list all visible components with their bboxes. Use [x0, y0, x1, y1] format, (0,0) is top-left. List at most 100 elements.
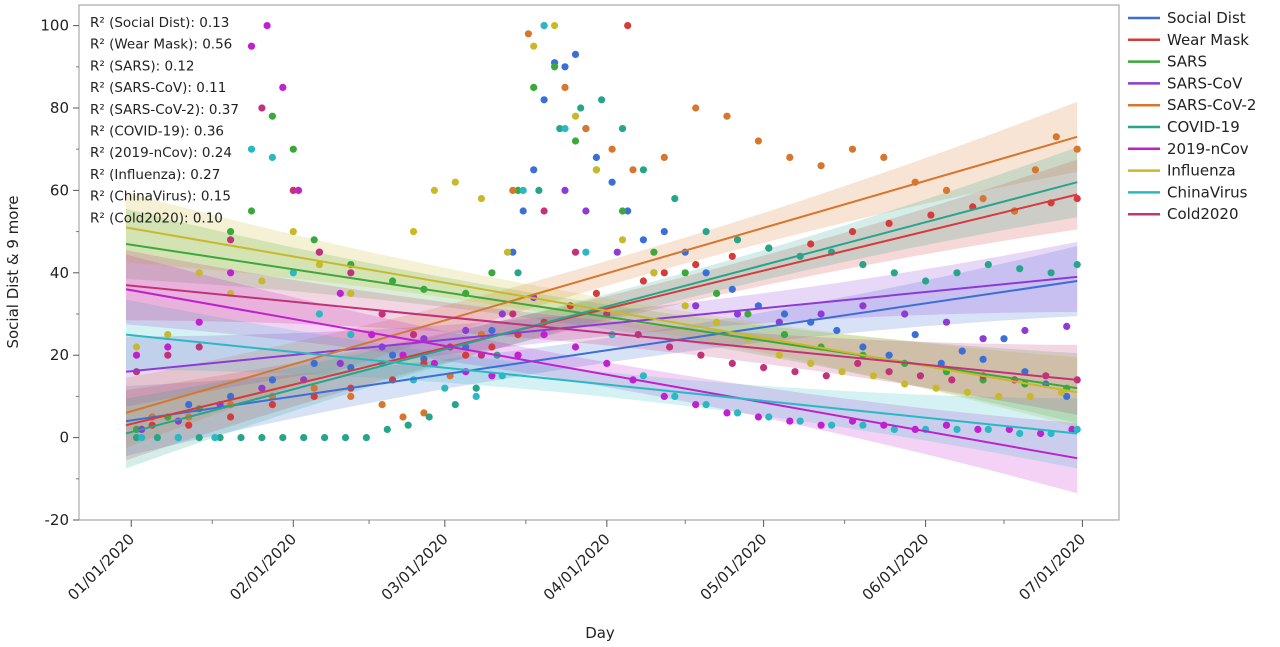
data-point	[1073, 261, 1081, 269]
data-point	[362, 434, 370, 442]
data-point	[723, 409, 731, 417]
data-point	[885, 219, 893, 227]
y-axis-title: Social Dist & 9 more	[4, 195, 22, 348]
data-point	[733, 236, 742, 244]
data-point	[901, 310, 909, 318]
legend-label: Cold2020	[1167, 205, 1239, 223]
r2-label: R² (SARS-CoV): 0.11	[90, 80, 226, 96]
legend-label: 2019-nCov	[1167, 140, 1249, 158]
data-point	[639, 236, 648, 244]
data-point	[692, 401, 700, 409]
data-point	[948, 376, 956, 384]
data-point	[1063, 322, 1071, 330]
data-point	[582, 125, 590, 133]
data-point	[765, 413, 773, 421]
r2-label: R² (Cold2020): 0.10	[90, 210, 223, 226]
data-point	[132, 343, 141, 351]
data-point	[603, 359, 611, 367]
data-point	[713, 318, 721, 326]
data-point	[681, 302, 689, 310]
y-tick-label: 20	[50, 346, 69, 364]
data-point	[227, 269, 235, 277]
data-point	[509, 248, 517, 256]
r2-label: R² (COVID-19): 0.36	[90, 124, 224, 140]
legend-label: SARS	[1167, 53, 1207, 71]
data-point	[859, 343, 867, 351]
data-point	[227, 413, 235, 421]
data-point	[577, 104, 585, 112]
legend-label: COVID-19	[1167, 118, 1240, 136]
data-point	[279, 434, 287, 442]
data-point	[310, 236, 318, 244]
data-point	[911, 331, 919, 339]
data-point	[540, 207, 548, 215]
data-point	[472, 392, 480, 400]
data-point	[174, 434, 182, 442]
data-point	[817, 421, 825, 429]
data-point	[660, 392, 668, 400]
data-point	[268, 153, 276, 161]
data-point	[885, 368, 893, 376]
data-point	[247, 145, 256, 153]
data-point	[890, 425, 898, 433]
x-axis-title: Day	[585, 624, 615, 642]
data-point	[389, 277, 397, 285]
data-point	[519, 186, 527, 194]
data-point	[132, 434, 141, 442]
data-point	[540, 331, 548, 339]
data-point	[1016, 429, 1024, 438]
data-point	[509, 310, 517, 318]
data-point	[713, 289, 721, 297]
data-point	[132, 351, 141, 359]
data-point	[1063, 392, 1071, 400]
data-point	[477, 195, 485, 203]
data-point	[754, 413, 763, 421]
data-point	[660, 228, 668, 236]
r2-label: R² (ChinaVirus): 0.15	[90, 189, 231, 205]
data-point	[1047, 269, 1055, 277]
data-point	[258, 384, 266, 392]
data-point	[561, 186, 569, 194]
data-point	[300, 434, 308, 442]
data-point	[347, 331, 355, 339]
data-point	[430, 359, 438, 367]
data-point	[430, 186, 438, 194]
data-point	[378, 401, 386, 409]
data-point	[404, 421, 412, 429]
data-point	[509, 186, 517, 194]
data-point	[880, 153, 888, 161]
data-point	[1016, 265, 1024, 273]
data-point	[289, 228, 297, 236]
data-point	[859, 421, 867, 429]
data-point	[164, 351, 172, 359]
data-point	[692, 104, 700, 112]
data-point	[859, 261, 867, 269]
data-point	[796, 417, 804, 425]
data-point	[1026, 392, 1034, 400]
data-point	[1073, 376, 1081, 384]
data-point	[524, 30, 533, 38]
data-point	[279, 83, 287, 91]
data-point	[1021, 368, 1029, 376]
data-point	[598, 96, 606, 104]
data-point	[817, 162, 825, 170]
data-point	[561, 125, 569, 133]
legend-label: Wear Mask	[1167, 31, 1249, 49]
data-point	[268, 112, 276, 120]
data-point	[702, 228, 710, 236]
data-point	[425, 413, 433, 421]
data-point	[1073, 195, 1081, 203]
data-point	[451, 401, 459, 409]
data-point	[681, 269, 689, 277]
fit-line-4	[125, 135, 1078, 414]
data-point	[185, 401, 193, 409]
data-point	[885, 351, 893, 359]
data-point	[618, 236, 627, 244]
r2-label: R² (Social Dist): 0.13	[90, 15, 229, 31]
data-point	[974, 425, 982, 433]
data-point	[378, 310, 386, 318]
fit-line-5	[125, 181, 1078, 435]
data-point	[571, 248, 580, 256]
data-point	[822, 372, 830, 380]
data-point	[660, 153, 668, 161]
